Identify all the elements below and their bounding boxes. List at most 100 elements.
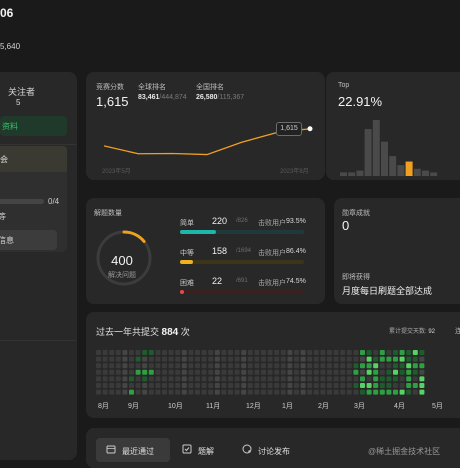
edit-profile-label: 资料	[2, 122, 18, 131]
heatmap-grid[interactable]	[86, 312, 460, 418]
heatmap-cell	[294, 383, 299, 388]
task-progress-bar	[0, 199, 44, 204]
heatmap-cell	[195, 376, 200, 382]
heatmap-cell	[399, 356, 405, 362]
heatmap-cell	[162, 389, 167, 395]
heatmap-cell	[102, 369, 108, 375]
heatmap-cell	[366, 356, 372, 362]
heatmap-cell	[96, 356, 101, 362]
heatmap-cell	[340, 369, 346, 375]
heatmap-cell	[102, 383, 108, 388]
heatmap-cell	[195, 389, 200, 395]
heatmap-cell	[340, 363, 346, 369]
distribution-bar	[413, 168, 421, 176]
info-button[interactable]: 信息	[0, 230, 57, 250]
heatmap-cell	[142, 363, 148, 369]
followers-value[interactable]: 5	[16, 98, 21, 107]
heatmap-cell	[379, 350, 385, 355]
heatmap-cell	[353, 383, 359, 388]
heatmap-cell	[353, 376, 359, 382]
member-banner[interactable]: 会	[0, 146, 67, 172]
badges-count: 0	[342, 218, 350, 233]
heatmap-cell	[307, 389, 313, 395]
heatmap-cell	[228, 350, 233, 355]
heatmap-cell	[379, 376, 385, 382]
heatmap-cell	[280, 376, 286, 382]
heatmap-cell	[129, 350, 134, 355]
heatmap-cell	[379, 369, 385, 375]
month-label: 10月	[168, 403, 183, 410]
heatmap-unit: 次	[180, 327, 190, 337]
heatmap-cell	[247, 376, 253, 382]
heatmap-cell	[188, 383, 194, 388]
member-label: 会	[0, 155, 8, 164]
heatmap-cell	[393, 383, 398, 388]
heatmap-cell	[366, 383, 372, 388]
submission-heatmap-card: 过去一年共提交 884 次 累计提交天数: 92 连 8月 9月 10月 11月 12月…	[86, 312, 460, 418]
heatmap-cell	[412, 369, 418, 375]
heatmap-cell	[241, 369, 247, 375]
distribution-bar	[348, 172, 356, 176]
heatmap-cell	[406, 369, 412, 375]
heatmap-cell	[267, 383, 273, 388]
heatmap-cell	[148, 350, 154, 355]
heatmap-cell	[373, 376, 379, 382]
upcoming-badge-name[interactable]: 月度每日刷题全部达成	[342, 286, 433, 296]
difficulty-total: /691	[236, 278, 248, 284]
heatmap-cell	[360, 369, 365, 375]
heatmap-cell	[307, 383, 313, 388]
tab-3[interactable]: 讨论发布	[232, 438, 302, 462]
check-square-icon	[182, 444, 192, 454]
heatmap-cell	[181, 369, 187, 375]
heatmap-cell	[234, 363, 240, 369]
top-label: Top	[338, 82, 350, 89]
month-label: 1月	[282, 403, 293, 410]
heatmap-cell	[313, 356, 319, 362]
heatmap-cell	[254, 369, 260, 375]
heatmap-cell	[412, 376, 418, 382]
heatmap-cell	[188, 369, 194, 375]
heatmap-cell	[386, 389, 392, 395]
tab-2[interactable]: 题解	[172, 438, 224, 462]
heatmap-cell	[162, 376, 167, 382]
heatmap-cell	[406, 376, 412, 382]
heatmap-cell	[201, 363, 207, 369]
heatmap-cell	[280, 350, 286, 355]
heatmap-cell	[188, 350, 194, 355]
difficulty-solved: 220	[212, 216, 228, 226]
difficulty-row[interactable]: 简单 220/826 击败用户 93.5%	[180, 216, 312, 242]
heatmap-cell	[208, 383, 214, 388]
heatmap-cell	[360, 350, 365, 355]
heatmap-cell	[234, 369, 240, 375]
heatmap-cell	[129, 356, 134, 362]
heatmap-cell	[333, 363, 339, 369]
heatmap-cell	[208, 356, 214, 362]
profile-subtext: 5,640	[0, 42, 21, 51]
edit-profile-button[interactable]: 资料	[0, 116, 67, 136]
heatmap-cell	[221, 389, 227, 395]
difficulty-row[interactable]: 中等 158/1694 击败用户 86.4%	[180, 246, 312, 272]
rating-distribution-chart[interactable]	[326, 72, 460, 180]
heatmap-cell	[366, 376, 372, 382]
heatmap-cell	[386, 369, 392, 375]
heatmap-cell	[399, 383, 405, 388]
heatmap-cell	[168, 356, 174, 362]
tab-1[interactable]: 最近通过	[96, 438, 170, 462]
heatmap-cell	[115, 350, 121, 355]
heatmap-cell	[195, 383, 200, 388]
heatmap-cell	[175, 389, 181, 395]
heatmap-cell	[261, 376, 266, 382]
contest-score-value: 1,615	[96, 94, 129, 109]
heatmap-cell	[155, 383, 161, 388]
rating-line	[103, 128, 311, 156]
heatmap-cell	[346, 369, 352, 375]
heatmap-cell	[261, 356, 266, 362]
difficulty-row[interactable]: 困难 22/691 击败用户 74.5%	[180, 276, 312, 302]
national-rank: 26,580/115,367	[196, 94, 244, 101]
heatmap-cell	[148, 363, 154, 369]
heatmap-cell	[386, 350, 392, 355]
heatmap-cell	[412, 356, 418, 362]
heatmap-cell	[155, 356, 161, 362]
heatmap-cell	[300, 369, 306, 375]
streak-label: 连	[455, 328, 460, 335]
